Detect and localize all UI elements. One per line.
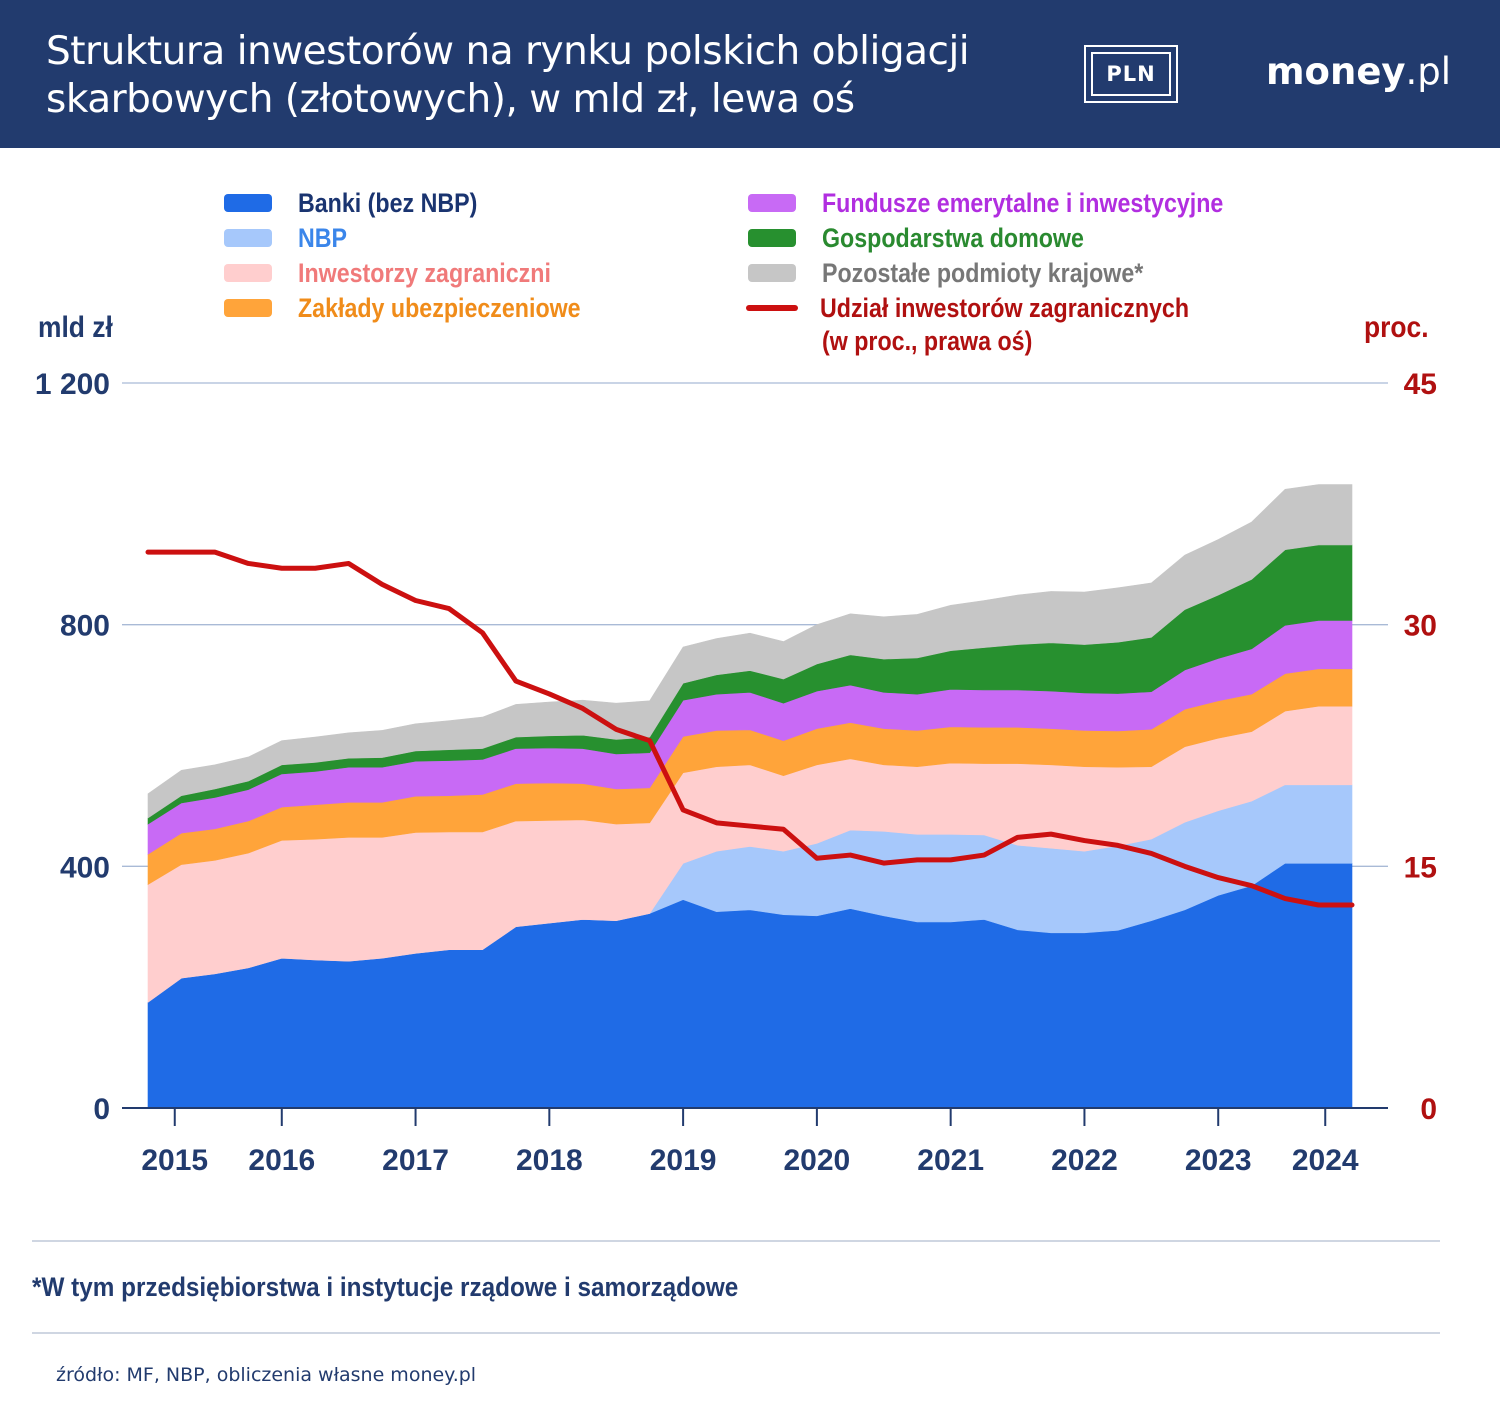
legend-label-zagraniczni: Inwestorzy zagraniczni (298, 257, 551, 288)
chart-plot: 0 400 800 1 200 0 15 30 45 2015 2016 2017 2018 2019 2… (35, 368, 1437, 1177)
y-right-tick-2: 30 (1404, 610, 1437, 643)
legend-item-nbp: NBP (224, 221, 355, 255)
foreign-share-line (145, 549, 1355, 908)
legend-swatch-pozostale (748, 264, 796, 282)
x-tick-2020: 2020 (784, 1144, 851, 1177)
legend-label-nbp: NBP (298, 222, 348, 253)
legend-item-zagraniczni: Inwestorzy zagraniczni (224, 256, 592, 290)
x-tick-2019: 2019 (650, 1144, 717, 1177)
legend-item-udzial-line2: (w proc., prawa oś) (822, 324, 1067, 358)
legend-item-udzial: Udział inwestorów zagranicznych (746, 291, 1249, 325)
x-tick-2016: 2016 (248, 1144, 315, 1177)
y-left-tick-1: 400 (60, 851, 110, 884)
divider-bottom (32, 1332, 1440, 1334)
legend-swatch-zagraniczni (224, 264, 272, 282)
logo: money.pl (1266, 50, 1451, 93)
legend-label-banki: Banki (bez NBP) (298, 187, 478, 218)
logo-suffix: .pl (1405, 50, 1452, 93)
right-axis-unit: proc. (1364, 311, 1429, 344)
legend-item-gospodarstwa: Gospodarstwa domowe (748, 221, 1127, 255)
area-pozostale (147, 484, 1353, 819)
x-tick-2015: 2015 (141, 1144, 208, 1177)
logo-main: money (1266, 50, 1406, 93)
header-bar: Struktura inwestorów na rynku polskich o… (0, 0, 1500, 148)
legend-swatch-nbp (224, 229, 272, 247)
x-tick-2021: 2021 (917, 1144, 984, 1177)
legend-swatch-banki (224, 194, 272, 212)
legend-label-pozostale: Pozostałe podmioty krajowe* (822, 257, 1144, 288)
title-line-2: skarbowych (złotowych), w mld zł, lewa o… (46, 77, 855, 122)
legend-item-pozostale: Pozostałe podmioty krajowe* (748, 256, 1196, 290)
legend-swatch-udzial-line (746, 305, 798, 311)
legend-item-ubezpieczeniowe: Zakłady ubezpieczeniowe (224, 291, 627, 325)
x-tick-2022: 2022 (1051, 1144, 1118, 1177)
legend-swatch-ubezpieczeniowe (224, 299, 272, 317)
y-right-tick-0: 0 (1420, 1093, 1437, 1126)
x-tick-2024: 2024 (1292, 1144, 1359, 1177)
legend-item-fundusze: Fundusze emerytalne i inwestycyjne (748, 186, 1289, 220)
foreign-share-line-group (145, 549, 1355, 908)
x-tick-2017: 2017 (382, 1144, 449, 1177)
pln-banknote-icon: PLN (1084, 45, 1178, 103)
chart-title: Struktura inwestorów na rynku polskich o… (46, 28, 1056, 124)
axes (122, 1107, 1388, 1126)
y-left-tick-0: 0 (93, 1093, 110, 1126)
stacked-areas (147, 484, 1353, 1109)
legend-swatch-gospodarstwa (748, 229, 796, 247)
legend-swatch-fundusze (748, 194, 796, 212)
pln-badge-label: PLN (1091, 52, 1171, 96)
legend-label-ubezpieczeniowe: Zakłady ubezpieczeniowe (298, 292, 581, 323)
footnote: *W tym przedsiębiorstwa i instytucje rzą… (32, 1272, 739, 1302)
legend-label-gospodarstwa: Gospodarstwa domowe (822, 222, 1084, 253)
y-right-tick-3: 45 (1404, 368, 1437, 401)
tick-labels: 0 400 800 1 200 0 15 30 45 2015 2016 2017 2018 2019 2… (35, 368, 1437, 1177)
legend-label-udzial: Udział inwestorów zagranicznych (820, 292, 1190, 323)
divider-top (32, 1240, 1440, 1242)
source-note: źródło: MF, NBP, obliczenia własne money… (56, 1364, 477, 1386)
legend-label-fundusze: Fundusze emerytalne i inwestycyjne (822, 187, 1224, 218)
y-right-tick-1: 15 (1404, 851, 1437, 884)
left-axis-unit: mld zł (38, 311, 113, 344)
title-line-1: Struktura inwestorów na rynku polskich o… (46, 29, 970, 74)
y-left-tick-2: 800 (60, 610, 110, 643)
legend-label-udzial-line2: (w proc., prawa oś) (822, 325, 1033, 356)
y-left-tick-3: 1 200 (35, 368, 110, 401)
legend-item-banki: Banki (bez NBP) (224, 186, 507, 220)
x-tick-2023: 2023 (1185, 1144, 1252, 1177)
x-tick-2018: 2018 (516, 1144, 583, 1177)
